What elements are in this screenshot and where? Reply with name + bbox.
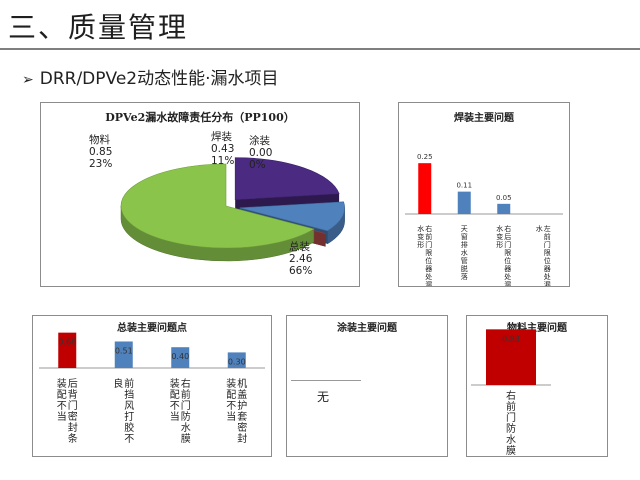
category-label: 左前门限位器处漏水 xyxy=(536,224,551,286)
bar-value-label: 0.51 xyxy=(115,346,133,355)
category-label: 机盖护套密封装配不当 xyxy=(226,377,247,445)
paint-issues-baseline xyxy=(291,380,361,381)
category-label: 右后门限位器处漏水变形 xyxy=(496,224,511,286)
pie-chart-panel: DPVe2漏水故障责任分布（PP100） 物料 0.85 23% 焊装 0.43 11% 涂装… xyxy=(40,102,360,287)
material-issues-panel: 物料主要问题 0.83 右前门防水膜 xyxy=(466,315,608,457)
pie-value-paint: 0.00 xyxy=(249,147,272,159)
welding-bar-chart: 0.25 右前门限位器处漏水变形 0.11 天窗排水管脱落 0.05 右后门限位器处漏水变… xyxy=(399,103,569,286)
bar-value-label: 0.25 xyxy=(417,153,433,161)
pie-percent-material: 23% xyxy=(89,158,112,170)
bar-value-label: 0.40 xyxy=(171,352,189,361)
welding-issues-panel: 焊装主要问题 0.25 右前门限位器处漏水变形 0.11 天窗排水管脱落 0.05 右后门… xyxy=(398,102,570,287)
pie-percent-welding: 11% xyxy=(211,155,234,167)
page-title: 三、质量管理 xyxy=(8,6,188,46)
category-label: 右前门限位器处漏水变形 xyxy=(417,224,432,286)
assembly-issues-panel: 总装主要问题点 0.68 后背门密封条装配不当 0.51 前挡风打胶不良 0.40 右前门… xyxy=(32,315,272,457)
paint-issues-value: 无 xyxy=(317,388,329,405)
pie-label-welding: 焊装 xyxy=(211,130,232,143)
bar-value-label: 0.11 xyxy=(456,182,472,190)
pie-value-welding: 0.43 xyxy=(211,143,234,155)
category-label: 前挡风打胶不良 xyxy=(113,377,134,445)
bar xyxy=(458,192,471,214)
section-subtitle: ➢ DRR/DPVe2动态性能·漏水项目 xyxy=(22,64,279,89)
pie-label-paint: 涂装 xyxy=(249,134,270,147)
arrow-bullet-icon: ➢ xyxy=(22,72,34,88)
category-label: 天窗排水管脱落 xyxy=(461,225,468,281)
material-bar-chart: 0.83 右前门防水膜 xyxy=(467,316,607,456)
pie-title: DPVe2漏水故障责任分布（PP100） xyxy=(105,110,295,124)
title-divider xyxy=(0,48,640,50)
bar-value-label: 0.68 xyxy=(58,338,76,347)
paint-issues-title: 涂装主要问题 xyxy=(287,319,447,334)
pie-percent-assembly: 66% xyxy=(289,265,312,277)
bar-value-label: 0.30 xyxy=(228,357,246,366)
pie-label-assembly: 总装 xyxy=(289,240,310,253)
assembly-bar-chart: 0.68 后背门密封条装配不当 0.51 前挡风打胶不良 0.40 右前门防水膜装配不当 0… xyxy=(33,316,271,456)
category-label: 后背门密封条装配不当 xyxy=(57,377,78,445)
pie-percent-paint: 0% xyxy=(249,159,266,171)
bar xyxy=(418,163,431,214)
pie-value-assembly: 2.46 xyxy=(289,253,313,265)
bar xyxy=(497,204,510,214)
bar-value-label: 0.83 xyxy=(502,334,520,343)
category-label: 右前门防水膜装配不当 xyxy=(170,377,191,445)
bar-value-label: 0.05 xyxy=(496,194,512,202)
pie-label-material: 物料 xyxy=(89,133,110,146)
category-label: 右前门防水膜 xyxy=(506,389,516,456)
section-subtitle-text: DRR/DPVe2动态性能·漏水项目 xyxy=(40,69,279,89)
paint-issues-panel: 涂装主要问题 无 xyxy=(286,315,448,457)
pie-value-material: 0.85 xyxy=(89,146,112,158)
